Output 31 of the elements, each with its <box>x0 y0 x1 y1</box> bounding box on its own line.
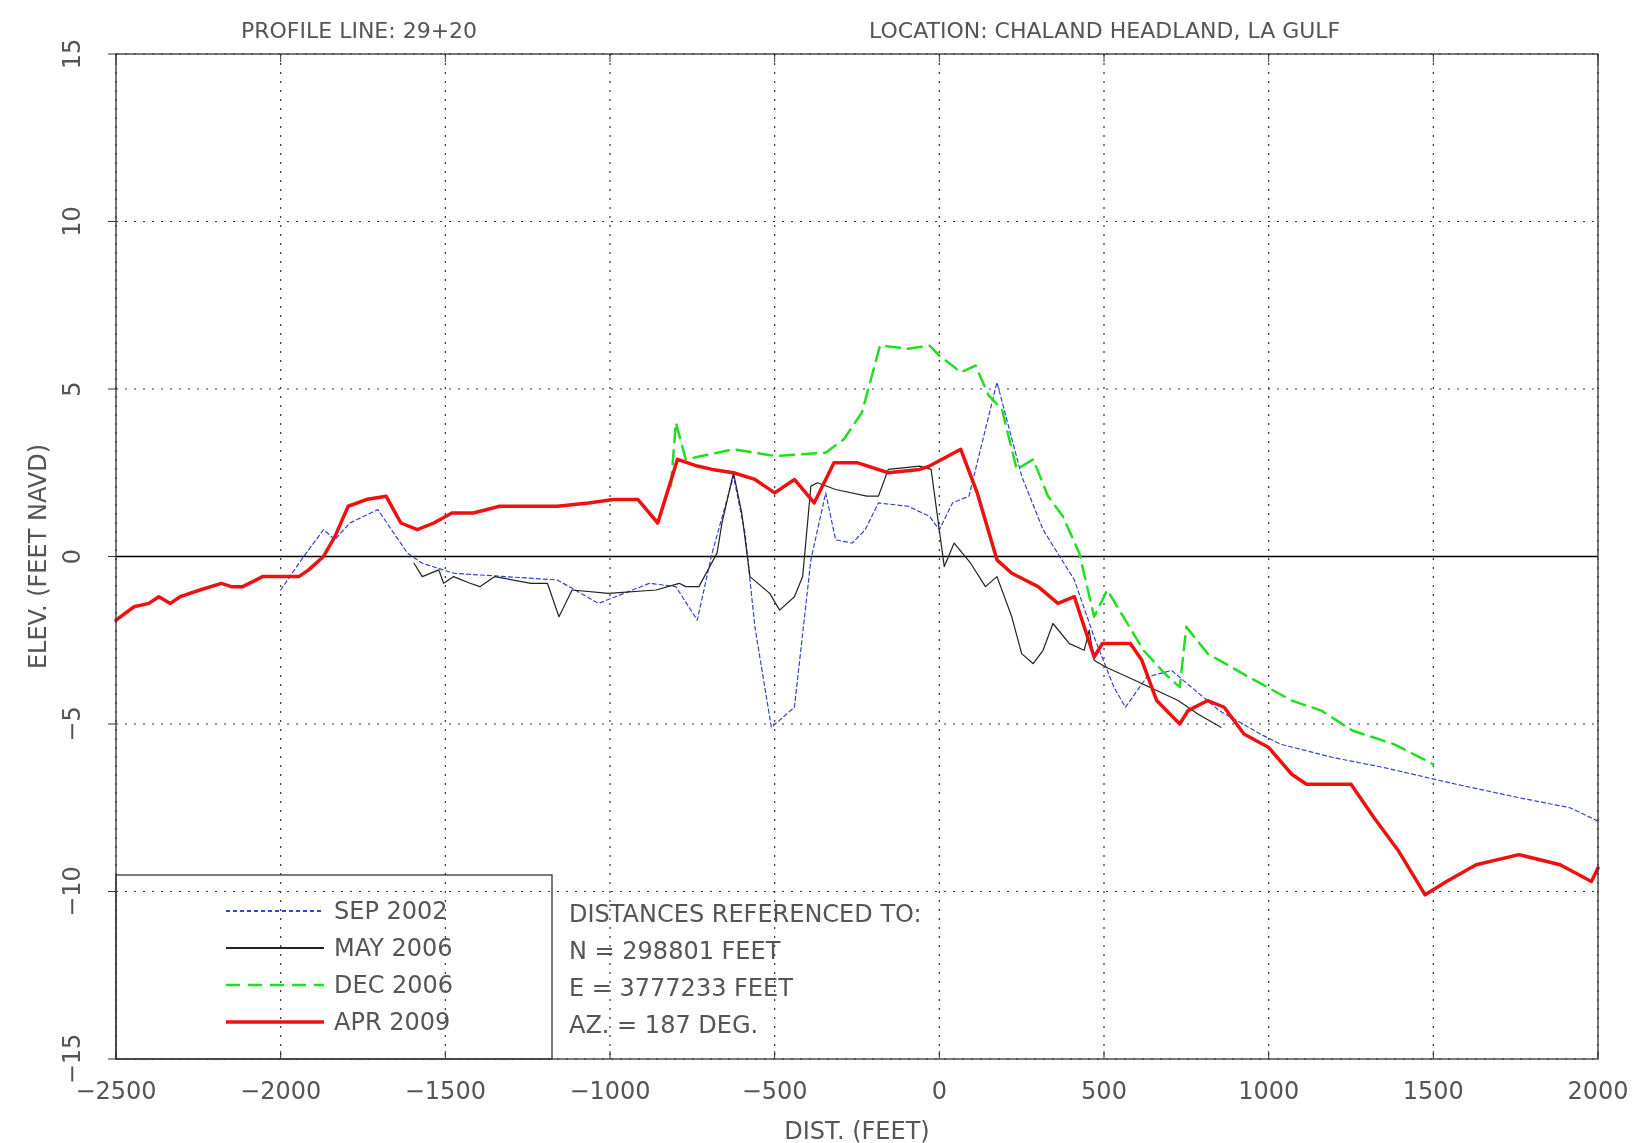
y-tick-label: 0 <box>58 548 86 565</box>
legend-label: DEC 2006 <box>334 971 454 999</box>
x-tick-label: 0 <box>931 1077 947 1105</box>
y-tick-label: 15 <box>58 38 86 70</box>
annotation: N = 298801 FEET <box>569 937 781 965</box>
legend-label: MAY 2006 <box>334 934 453 962</box>
annotation: AZ. = 187 DEG. <box>569 1011 759 1039</box>
y-axis-title: ELEV. (FEET NAVD) <box>24 443 52 670</box>
line-series <box>280 381 1599 822</box>
line-series <box>669 344 1435 766</box>
x-tick-label: −1500 <box>404 1077 486 1105</box>
chart-title: PROFILE LINE: 29+20 <box>241 18 478 43</box>
x-tick-label: −2000 <box>240 1077 322 1105</box>
legend-label: SEP 2002 <box>334 897 448 925</box>
x-axis-title: DIST. (FEET) <box>784 1117 930 1143</box>
chart-subtitle: LOCATION: CHALAND HEADLAND, LA GULF <box>869 18 1341 43</box>
y-tick-label: 10 <box>58 206 86 237</box>
y-tick-label: −10 <box>58 866 86 917</box>
annotation: DISTANCES REFERENCED TO: <box>569 900 922 928</box>
line-series <box>114 447 1600 897</box>
y-tick-label: −5 <box>58 706 86 742</box>
annotation: E = 3777233 FEET <box>569 974 794 1002</box>
x-tick-label: −500 <box>741 1077 808 1105</box>
line-series <box>413 465 1222 728</box>
legend-label: APR 2009 <box>334 1008 451 1036</box>
x-tick-label: 500 <box>1081 1077 1127 1105</box>
x-tick-label: 1000 <box>1238 1077 1300 1105</box>
x-tick-label: −1000 <box>569 1077 651 1105</box>
x-tick-label: 2000 <box>1567 1077 1629 1105</box>
y-tick-label: 5 <box>58 381 86 397</box>
x-tick-label: 1500 <box>1402 1077 1464 1105</box>
